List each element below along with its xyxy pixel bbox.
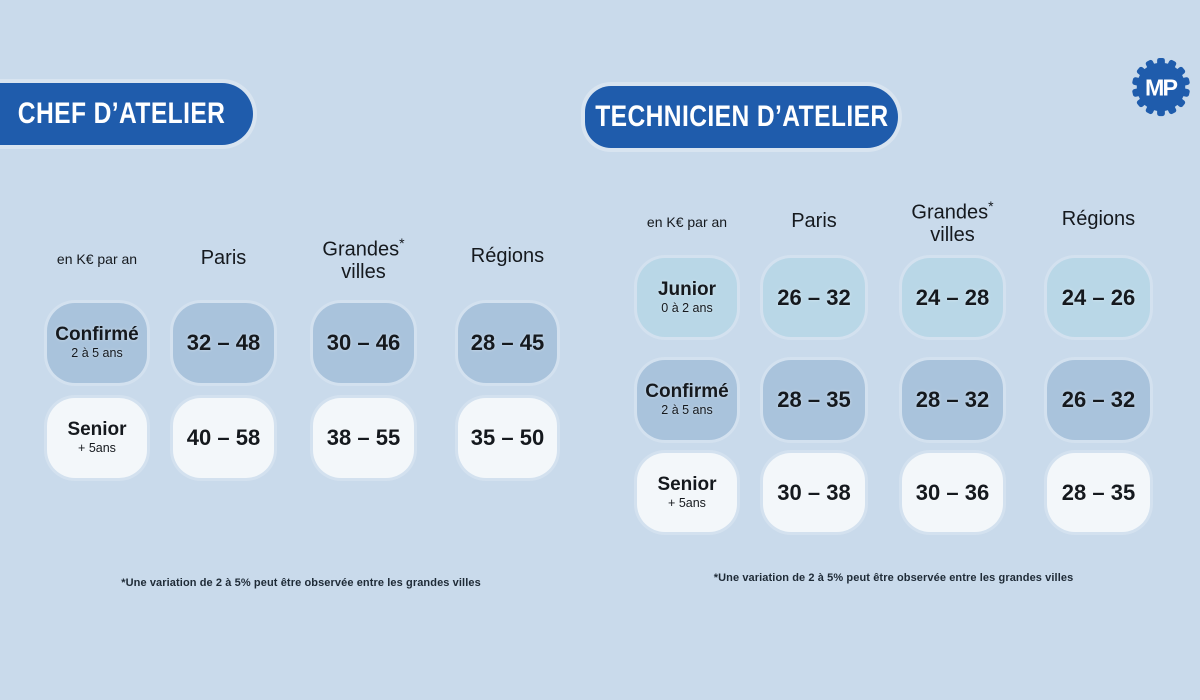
unit-label-left: en K€ par an (56, 251, 138, 267)
value-cell-tech-confirme-grandes-villes: 28 – 32 (902, 360, 1003, 440)
level-name: Junior (657, 278, 717, 300)
column-header-grandes-villes-left: Grandes* villes (313, 235, 414, 284)
value-cell-tech-junior-paris: 26 – 32 (763, 258, 865, 337)
column-header-paris-right: Paris (791, 210, 837, 232)
value-cell-chef-senior-regions: 35 – 50 (458, 398, 557, 478)
value-cell-chef-confirme-regions: 28 – 45 (458, 303, 557, 383)
value-cell-chef-confirme-grandes-villes: 30 – 46 (313, 303, 414, 383)
value-cell-tech-junior-grandes-villes: 24 – 28 (902, 258, 1003, 337)
level-experience: + 5ans (78, 441, 116, 456)
column-header-grandes-villes-right: Grandes* villes (902, 198, 1003, 247)
unit-label-right: en K€ par an (646, 214, 728, 230)
footnote-left: *Une variation de 2 à 5% peut être obser… (121, 577, 481, 589)
value-cell-tech-senior-paris: 30 – 38 (763, 453, 865, 532)
value-cell-chef-senior-grandes-villes: 38 – 55 (313, 398, 414, 478)
technicien-atelier-banner: TECHNICIEN D’ATELIER (585, 86, 898, 148)
value-cell-tech-confirme-paris: 28 – 35 (763, 360, 865, 440)
column-header-regions-right: Régions (1061, 208, 1136, 230)
column-header-regions-left: Régions (470, 245, 545, 267)
gear-icon: MP (1132, 57, 1190, 117)
asterisk-marker: * (399, 235, 405, 251)
chef-atelier-title: CHEF D’ATELIER (17, 97, 226, 130)
footnote-right: *Une variation de 2 à 5% peut être obser… (713, 572, 1074, 584)
row-label-junior-right: Junior 0 à 2 ans (637, 258, 737, 337)
chef-atelier-banner: CHEF D’ATELIER (0, 83, 253, 145)
value-cell-tech-senior-grandes-villes: 30 – 36 (902, 453, 1003, 532)
asterisk-marker: * (988, 198, 994, 214)
value-cell-tech-senior-regions: 28 – 35 (1047, 453, 1150, 532)
grandes-text: Grandes (322, 238, 400, 261)
grandes-text: Grandes (911, 201, 989, 224)
level-experience: + 5ans (668, 495, 706, 510)
villes-text: villes (930, 224, 975, 247)
row-label-senior-right: Senior + 5ans (637, 453, 737, 532)
level-name: Confirmé (645, 381, 729, 403)
value-cell-chef-senior-paris: 40 – 58 (173, 398, 274, 478)
value-cell-chef-confirme-paris: 32 – 48 (173, 303, 274, 383)
technicien-atelier-title: TECHNICIEN D’ATELIER (594, 100, 889, 133)
column-header-paris-left: Paris (200, 247, 247, 269)
row-label-confirme-left: Confirmé 2 à 5 ans (47, 303, 147, 383)
level-experience: 2 à 5 ans (661, 403, 713, 418)
level-name: Confirmé (55, 324, 139, 346)
level-name: Senior (657, 473, 717, 495)
logo-letters: MP (1145, 75, 1177, 101)
row-label-senior-left: Senior + 5ans (47, 398, 147, 478)
value-cell-tech-confirme-regions: 26 – 32 (1047, 360, 1150, 440)
row-label-confirme-right: Confirmé 2 à 5 ans (637, 360, 737, 440)
level-experience: 2 à 5 ans (71, 346, 123, 361)
value-cell-tech-junior-regions: 24 – 26 (1047, 258, 1150, 337)
level-experience: 0 à 2 ans (661, 300, 713, 315)
villes-text: villes (341, 261, 386, 284)
level-name: Senior (67, 419, 127, 441)
mp-gear-logo: MP (1130, 56, 1192, 118)
